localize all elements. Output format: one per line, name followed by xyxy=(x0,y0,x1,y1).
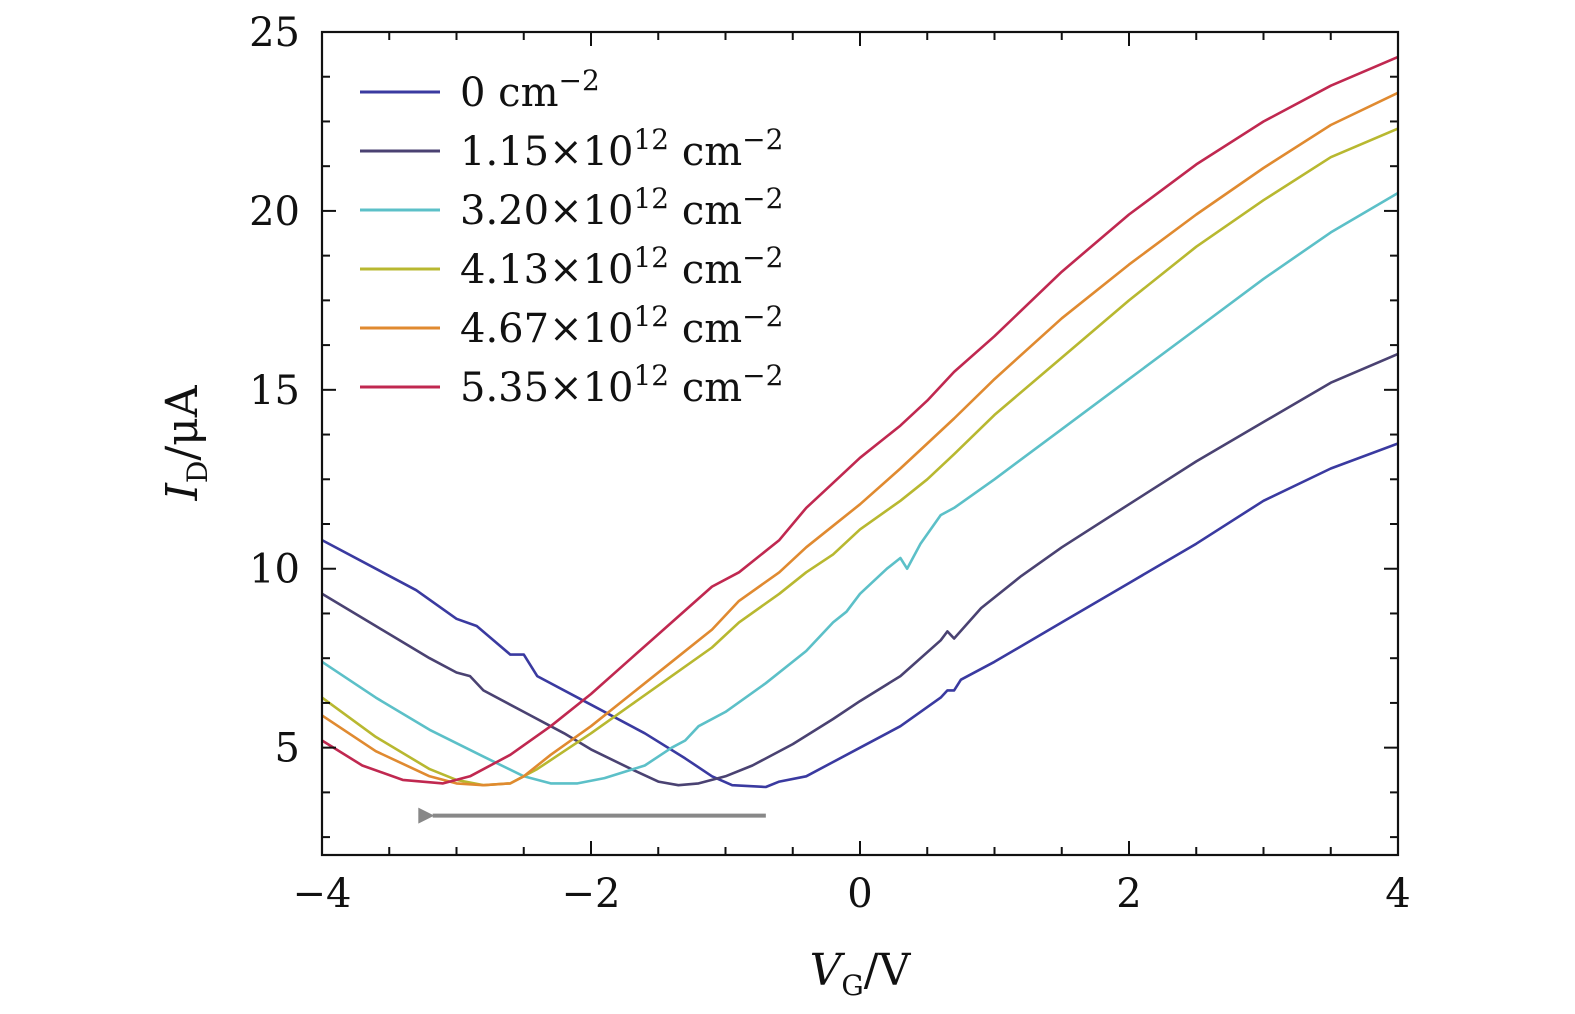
legend-label-4: 4.13×1012 cm−2 xyxy=(460,241,783,293)
series-lines xyxy=(321,55,1399,789)
x-axis-title: VG/V xyxy=(810,945,912,1002)
y-tick-label: 5 xyxy=(275,726,300,772)
series-line-5 xyxy=(321,91,1399,787)
legend: 0 cm−2 1.15×1012 cm−2 3.20×1012 cm−2 4.13×1… xyxy=(360,64,783,411)
series-line-3 xyxy=(321,191,1399,785)
x-tick-label: 2 xyxy=(1116,871,1141,917)
legend-label-6: 5.35×1012 cm−2 xyxy=(460,359,783,411)
legend-label-3: 3.20×1012 cm−2 xyxy=(460,182,783,234)
y-tick-label: 25 xyxy=(249,10,300,56)
legend-label-5: 4.67×1012 cm−2 xyxy=(460,300,783,352)
x-tick-label: 4 xyxy=(1385,871,1410,917)
x-tick-label: 0 xyxy=(847,871,872,917)
series-line-6 xyxy=(321,55,1399,785)
x-tick-label: −4 xyxy=(293,871,352,917)
legend-label-1: 0 cm−2 xyxy=(460,64,600,116)
series-line-2 xyxy=(321,352,1399,787)
y-tick-label: 20 xyxy=(249,189,300,235)
y-tick-label: 15 xyxy=(249,368,300,414)
y-axis-title: ID/μA xyxy=(157,384,214,501)
y-tick-label: 10 xyxy=(249,547,300,593)
axes: −4 −2 0 2 4 5 10 15 20 25 xyxy=(249,10,1411,917)
legend-label-2: 1.15×1012 cm−2 xyxy=(460,123,783,175)
axis-titles: VG/V ID/μA xyxy=(157,384,912,1002)
series-line-1 xyxy=(321,442,1399,789)
x-tick-label: −2 xyxy=(562,871,621,917)
